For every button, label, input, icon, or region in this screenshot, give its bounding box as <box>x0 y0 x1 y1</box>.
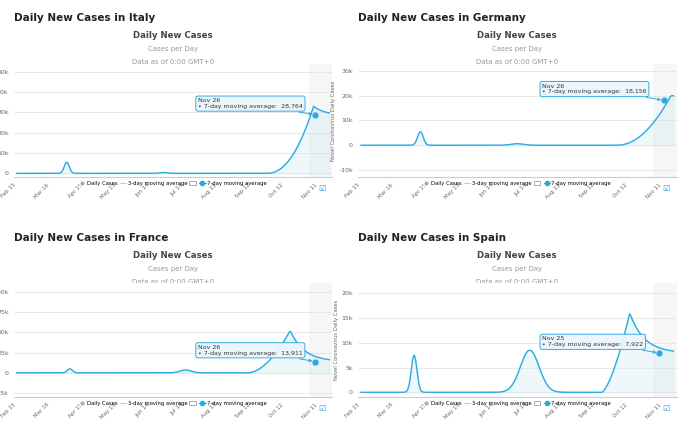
Text: Data as of 0:00 GMT+0: Data as of 0:00 GMT+0 <box>132 279 214 285</box>
Legend: Daily Cases, 3-day moving average, , 7-day moving average: Daily Cases, 3-day moving average, , 7-d… <box>421 178 613 188</box>
Text: Daily New Cases: Daily New Cases <box>133 31 213 40</box>
Text: Daily New Cases in Spain: Daily New Cases in Spain <box>358 233 506 243</box>
Text: Daily New Cases in Italy: Daily New Cases in Italy <box>14 13 155 24</box>
Text: ☑: ☑ <box>663 184 670 193</box>
Text: ☑: ☑ <box>318 404 326 413</box>
Text: Cases per Day: Cases per Day <box>492 46 542 52</box>
Text: Cases per Day: Cases per Day <box>148 266 198 272</box>
Bar <box>653 63 677 177</box>
Text: Daily New Cases: Daily New Cases <box>133 251 213 260</box>
Y-axis label: Novel Coronavirus Daily Cases: Novel Coronavirus Daily Cases <box>334 300 339 381</box>
Text: Data as of 0:00 GMT+0: Data as of 0:00 GMT+0 <box>132 59 214 65</box>
Text: Data as of 0:00 GMT+0: Data as of 0:00 GMT+0 <box>476 279 558 285</box>
Text: ☑: ☑ <box>318 184 326 193</box>
Legend: Daily Cases, 3-day moving average, , 7-day moving average: Daily Cases, 3-day moving average, , 7-d… <box>77 399 269 408</box>
Text: ☑: ☑ <box>663 404 670 413</box>
Text: Nov 25
• 7-day moving average:  7,922: Nov 25 • 7-day moving average: 7,922 <box>542 336 656 353</box>
Text: Nov 26
• 7-day moving average:  28,764: Nov 26 • 7-day moving average: 28,764 <box>198 98 311 115</box>
Bar <box>653 284 677 397</box>
Text: Data as of 0:00 GMT+0: Data as of 0:00 GMT+0 <box>476 59 558 65</box>
Legend: Daily Cases, 3-day moving average, , 7-day moving average: Daily Cases, 3-day moving average, , 7-d… <box>421 399 613 408</box>
Text: Cases per Day: Cases per Day <box>492 266 542 272</box>
Bar <box>309 63 333 177</box>
Text: Daily New Cases: Daily New Cases <box>477 31 557 40</box>
Text: Cases per Day: Cases per Day <box>148 46 198 52</box>
Text: Daily New Cases in Germany: Daily New Cases in Germany <box>358 13 526 24</box>
Text: Daily New Cases in France: Daily New Cases in France <box>14 233 168 243</box>
Bar <box>309 284 333 397</box>
Text: Nov 26
• 7-day moving average:  18,156: Nov 26 • 7-day moving average: 18,156 <box>542 84 660 100</box>
Text: Daily New Cases: Daily New Cases <box>477 251 557 260</box>
Text: Nov 26
• 7-day moving average:  13,911: Nov 26 • 7-day moving average: 13,911 <box>198 345 311 362</box>
Y-axis label: Novel Coronavirus Daily Cases: Novel Coronavirus Daily Cases <box>331 80 337 160</box>
Legend: Daily Cases, 3-day moving average, , 7-day moving average: Daily Cases, 3-day moving average, , 7-d… <box>77 178 269 188</box>
